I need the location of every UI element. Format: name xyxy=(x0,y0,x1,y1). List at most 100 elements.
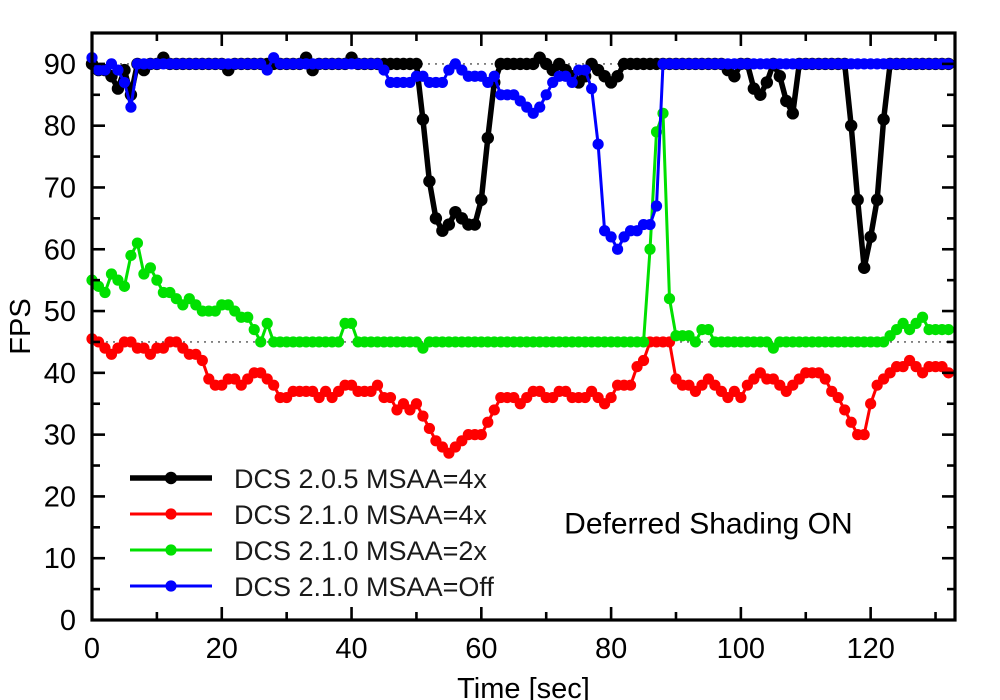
data-point xyxy=(131,237,144,249)
data-point xyxy=(125,101,137,113)
data-point xyxy=(773,70,786,83)
axis-ticks xyxy=(90,31,955,622)
series-2 xyxy=(86,333,955,459)
data-point xyxy=(410,57,423,71)
legend: DCS 2.0.5 MSAA=4x DCS 2.1.0 MSAA=4x DCS 2.… xyxy=(130,464,494,602)
data-point xyxy=(436,76,448,89)
data-point xyxy=(384,391,397,404)
x-tick-label: 100 xyxy=(717,633,765,665)
y-tick-label: 90 xyxy=(44,49,76,81)
series-3 xyxy=(86,107,955,354)
data-point xyxy=(586,83,598,95)
legend-item-4[interactable]: DCS 2.1.0 MSAA=Off xyxy=(130,572,494,602)
data-point xyxy=(845,416,857,428)
legend-swatch-marker xyxy=(165,508,177,520)
data-point xyxy=(416,113,430,126)
data-point xyxy=(786,107,799,120)
data-point xyxy=(482,416,494,428)
deferred-shading-annotation: Deferred Shading ON xyxy=(564,507,853,540)
data-point xyxy=(540,89,552,101)
data-point xyxy=(261,64,273,76)
data-point xyxy=(268,379,280,391)
y-axis-title: FPS xyxy=(5,298,37,354)
legend-item-2[interactable]: DCS 2.1.0 MSAA=4x xyxy=(130,500,487,530)
data-point xyxy=(196,354,208,367)
x-tick-label: 80 xyxy=(595,633,627,665)
y-tick-label: 80 xyxy=(44,111,76,143)
data-point xyxy=(644,243,656,255)
data-point xyxy=(423,422,436,435)
data-point xyxy=(592,138,604,150)
data-point xyxy=(877,113,890,126)
plot-series xyxy=(85,51,955,459)
data-point xyxy=(637,336,650,348)
data-point xyxy=(663,293,676,305)
data-point xyxy=(637,354,650,367)
data-point xyxy=(579,64,591,76)
data-point xyxy=(371,379,384,391)
data-point xyxy=(248,323,260,336)
y-tick-label: 0 xyxy=(60,605,76,637)
legend-label: DCS 2.1.0 MSAA=4x xyxy=(234,500,487,530)
data-point xyxy=(605,391,617,404)
x-tick-label: 40 xyxy=(335,633,367,665)
data-point xyxy=(851,193,864,207)
data-point xyxy=(754,88,767,101)
legend-swatch-marker xyxy=(165,580,177,592)
data-point xyxy=(468,218,482,231)
data-point xyxy=(345,317,358,330)
series-line xyxy=(90,56,951,251)
axes-frame xyxy=(90,31,957,622)
data-point xyxy=(864,230,877,244)
data-point xyxy=(942,323,955,336)
data-point xyxy=(858,429,870,441)
legend-item-3[interactable]: DCS 2.1.0 MSAA=2x xyxy=(130,536,487,566)
data-point xyxy=(125,249,137,262)
data-point xyxy=(118,76,131,89)
y-tick-label: 30 xyxy=(44,420,76,452)
data-point xyxy=(410,398,423,410)
x-tick-label: 0 xyxy=(84,633,100,665)
data-point xyxy=(475,193,488,207)
data-point xyxy=(144,262,156,274)
legend-swatch-marker xyxy=(165,544,177,556)
data-point xyxy=(819,373,831,385)
data-point xyxy=(611,70,624,83)
plot-frame xyxy=(90,31,957,622)
x-tick-label: 60 xyxy=(465,633,497,665)
y-tick-label: 50 xyxy=(44,296,76,328)
series-4 xyxy=(86,52,955,255)
legend-swatch-marker xyxy=(164,471,178,485)
y-tick-label: 70 xyxy=(44,172,76,204)
data-point xyxy=(844,119,858,132)
data-point xyxy=(644,218,656,231)
legend-item-1[interactable]: DCS 2.0.5 MSAA=4x xyxy=(130,464,487,494)
y-tick-label: 40 xyxy=(44,358,76,390)
data-point xyxy=(255,336,267,348)
data-point xyxy=(760,76,774,89)
data-point xyxy=(242,311,254,323)
data-point xyxy=(488,70,500,82)
series-line xyxy=(90,337,951,455)
data-point xyxy=(702,323,715,336)
data-point xyxy=(870,193,884,207)
data-point xyxy=(378,64,390,76)
data-point xyxy=(857,261,871,274)
data-point xyxy=(839,404,851,416)
data-point xyxy=(488,404,500,416)
data-point xyxy=(780,94,793,108)
data-point xyxy=(481,131,495,145)
legend-label: DCS 2.1.0 MSAA=Off xyxy=(234,572,494,602)
data-point xyxy=(728,70,741,83)
axis-tick-labels: 0 20 40 60 80 100 120 0 10 20 30 40 50 60 70 80 90 xyxy=(44,49,895,665)
data-point xyxy=(332,336,345,348)
data-point xyxy=(429,212,443,225)
x-tick-label: 120 xyxy=(846,633,894,665)
y-tick-label: 60 xyxy=(44,234,76,266)
data-point xyxy=(624,379,637,391)
data-point xyxy=(689,336,702,348)
data-point xyxy=(650,200,663,212)
y-tick-label: 10 xyxy=(44,543,76,575)
